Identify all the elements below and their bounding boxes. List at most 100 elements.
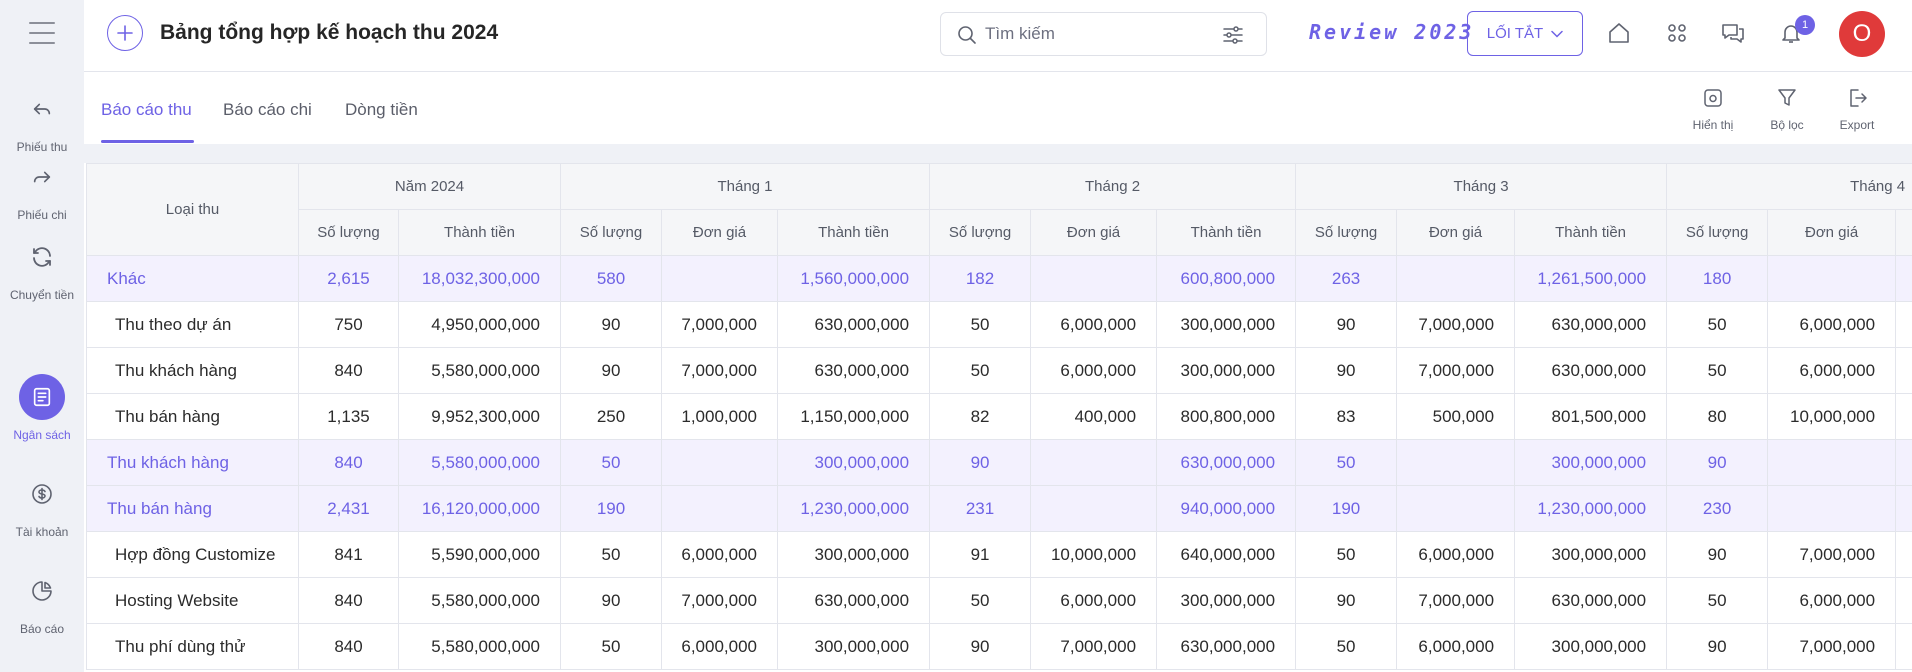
table-cell: 50 (560, 531, 662, 578)
table-row[interactable]: Thu khách hàng 840 5,580,000,000 90 7,000,00… (86, 347, 1912, 394)
sidebar-item-phieu-thu[interactable]: Phiếu thu (0, 86, 84, 154)
group-row[interactable]: Thu bán hàng 2,431 16,120,000,000 190 1,230,… (86, 485, 1912, 532)
report-table-container[interactable]: Loại thu Năm 2024 Tháng 1 Tháng 2 Tháng … (86, 163, 1912, 672)
bell-icon[interactable] (1778, 20, 1804, 46)
header-unit: Đơn giá (661, 209, 778, 256)
table-cell: 1,150,000,000 (776, 393, 931, 440)
table-cell: 6,000,000 (1030, 301, 1158, 348)
hamburger-menu-icon[interactable] (29, 22, 55, 44)
home-icon[interactable] (1606, 20, 1632, 46)
table-cell: 500,000 (1396, 393, 1516, 440)
table-cell (1895, 255, 1912, 302)
table-cell: 50 (929, 577, 1032, 624)
table-cell: 6,000,000 (1767, 577, 1897, 624)
table-cell: 630,000,000 (1156, 439, 1297, 486)
table-cell: 50 (560, 439, 662, 486)
table-cell (1895, 393, 1912, 440)
header-qty: Số lượng (298, 209, 399, 256)
table-cell: 90 (1666, 439, 1769, 486)
header-qty: Số lượng (560, 209, 662, 256)
row-name: Thu bán hàng (86, 393, 299, 440)
table-cell: 180 (1666, 255, 1769, 302)
table-cell (1030, 255, 1158, 302)
table-cell: 231 (929, 485, 1032, 532)
table-cell (661, 255, 778, 302)
chat-icon[interactable] (1720, 20, 1746, 46)
table-cell: 6,000,000 (661, 531, 778, 578)
table-cell: 7,000,000 (1030, 623, 1158, 670)
row-name: Thu theo dự án (86, 301, 299, 348)
table-cell: 1,135 (298, 393, 399, 440)
filter-button[interactable]: Bộ lọc (1757, 87, 1817, 132)
table-cell (1895, 347, 1912, 394)
display-icon (1704, 89, 1722, 107)
table-row[interactable]: Hosting Website 840 5,580,000,000 90 7,000,0… (86, 577, 1912, 624)
table-cell: 6,000,000 (1030, 347, 1158, 394)
table-cell: 300,000,000 (1514, 531, 1668, 578)
table-cell: 630,000,000 (776, 347, 931, 394)
row-name: Hợp đồng Customize (86, 531, 299, 578)
filter-icon (1778, 89, 1796, 106)
table-cell: 250 (560, 393, 662, 440)
table-cell: 90 (929, 623, 1032, 670)
table-row[interactable]: Thu bán hàng 1,135 9,952,300,000 250 1,000,0… (86, 393, 1912, 440)
table-cell: 90 (1666, 531, 1769, 578)
filter-settings-icon[interactable] (1222, 25, 1244, 50)
table-cell: 10,000,000 (1767, 393, 1897, 440)
table-cell: 1,261,500,000 (1514, 255, 1668, 302)
tab-bar: Báo cáo thu Báo cáo chi Dòng tiền Hiển t… (84, 72, 1912, 144)
table-row[interactable]: Thu phí dùng thử 840 5,580,000,000 50 6,000,… (86, 623, 1912, 670)
header-group: Tháng 2 (929, 163, 1297, 210)
table-row[interactable]: Thu theo dự án 750 4,950,000,000 90 7,000,00… (86, 301, 1912, 348)
avatar[interactable]: O (1839, 11, 1885, 57)
undo-arrow-icon (19, 86, 65, 132)
table-cell: 630,000,000 (776, 301, 931, 348)
tab-bao-cao-chi[interactable]: Báo cáo chi (223, 100, 312, 119)
sidebar-item-label: Báo cáo (19, 622, 65, 636)
table-cell: 940,000,000 (1156, 485, 1297, 532)
add-button[interactable] (107, 15, 143, 51)
group-row[interactable]: Khác 2,615 18,032,300,000 580 1,560,000,000 1… (86, 255, 1912, 302)
tab-bao-cao-thu[interactable]: Báo cáo thu (101, 100, 192, 119)
table-row[interactable]: Hợp đồng Customize 841 5,590,000,000 50 6,00… (86, 531, 1912, 578)
table-cell: 5,590,000,000 (398, 531, 561, 578)
table-cell (1895, 439, 1912, 486)
table-cell: 10,000,000 (1030, 531, 1158, 578)
table-cell: 630,000,000 (1514, 301, 1668, 348)
row-name: Khác (86, 255, 299, 302)
sidebar-item-ngan-sach[interactable]: Ngân sách (0, 374, 84, 442)
header-qty: Số lượng (1295, 209, 1398, 256)
table-cell (1895, 623, 1912, 670)
table-cell: 840 (298, 439, 399, 486)
export-icon (1850, 89, 1867, 107)
table-cell: 4,950,000,000 (398, 301, 561, 348)
table-cell (661, 439, 778, 486)
table-cell: 7,000,000 (661, 577, 778, 624)
group-row[interactable]: Thu khách hàng 840 5,580,000,000 50 300,000,… (86, 439, 1912, 486)
table-cell: 182 (929, 255, 1032, 302)
table-cell: 50 (1295, 531, 1398, 578)
display-button[interactable]: Hiển thị (1683, 87, 1743, 132)
sidebar-item-bao-cao[interactable]: Báo cáo (0, 568, 84, 636)
review-2023-link[interactable]: Review 2023 (1309, 20, 1475, 44)
header-unit: Đơn giá (1396, 209, 1516, 256)
table-cell: 190 (1295, 485, 1398, 532)
sidebar-item-phieu-chi[interactable]: Phiếu chi (0, 154, 84, 222)
table-cell: 2,431 (298, 485, 399, 532)
table-cell: 90 (1295, 301, 1398, 348)
sidebar-item-tai-khoan[interactable]: Tài khoản (0, 471, 84, 539)
export-button[interactable]: Export (1827, 87, 1887, 132)
table-cell: 5,580,000,000 (398, 577, 561, 624)
table-cell: 90 (1295, 577, 1398, 624)
filter-label: Bộ lọc (1770, 118, 1804, 132)
header-group: Tháng 4 (1666, 163, 1912, 210)
apps-grid-icon[interactable] (1664, 20, 1690, 46)
search-box[interactable] (940, 12, 1267, 56)
notification-badge: 1 (1795, 15, 1815, 35)
shortcut-dropdown[interactable]: LỐI TẮT (1467, 11, 1583, 56)
search-input[interactable] (985, 22, 1215, 46)
table-cell: 80 (1666, 393, 1769, 440)
tab-dong-tien[interactable]: Dòng tiền (345, 100, 418, 119)
table-cell: 7,000,000 (1396, 301, 1516, 348)
sidebar-item-chuyen-tien[interactable]: Chuyển tiền (0, 234, 84, 302)
